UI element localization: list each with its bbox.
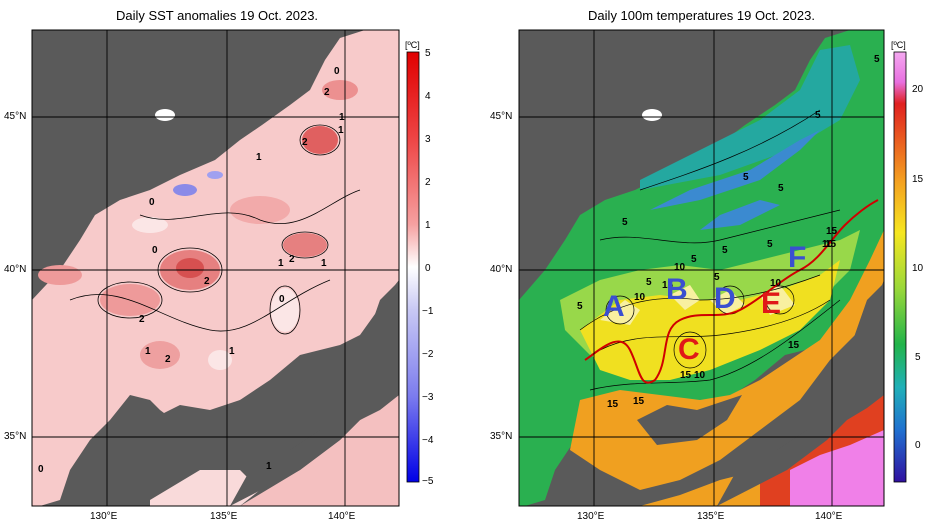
right-lon-label: 130°E <box>577 511 605 522</box>
contour-label: 0 <box>279 294 285 305</box>
contour-lines-right <box>579 109 841 391</box>
right-panel-title: Daily 100m temperatures 19 Oct. 2023. <box>588 8 815 23</box>
contour-label: 2 <box>289 254 295 265</box>
left-lat-label: 40°N <box>4 264 27 275</box>
left-colorbar-tick: −5 <box>422 476 434 487</box>
contour-label: 1 <box>278 258 284 269</box>
left-colorbar-tick: 1 <box>425 220 431 231</box>
contour-label: 5 <box>778 183 784 194</box>
right-colorbar-tick: 5 <box>915 352 921 363</box>
contour-label: 10 <box>822 239 834 250</box>
contour-label: 0 <box>38 464 44 475</box>
region-label-e: E <box>761 287 782 320</box>
contour-label: 2 <box>139 314 145 325</box>
contour-label: 0 <box>152 245 158 256</box>
left-colorbar-tick: 2 <box>425 177 431 188</box>
contour-label: 1 <box>321 258 327 269</box>
right-colorbar-tick: 20 <box>912 84 924 95</box>
left-colorbar-tick: −2 <box>422 349 434 360</box>
contour-label: 15 <box>633 396 645 407</box>
contour-label: 2 <box>204 276 210 287</box>
contour-label: 15 <box>680 370 692 381</box>
contour-label: 2 <box>165 354 171 365</box>
left-lat-label: 35°N <box>4 431 27 442</box>
left-colorbar <box>406 51 420 483</box>
front-line <box>584 199 879 384</box>
left-colorbar-unit: [ºC] <box>405 40 420 50</box>
right-lon-label: 140°E <box>815 511 843 522</box>
left-colorbar-tick: 0 <box>425 263 431 274</box>
contour-label: 0 <box>149 197 155 208</box>
contour-lines <box>69 124 361 335</box>
contour-label: 15 <box>825 239 837 250</box>
contour-label: 1 <box>229 346 235 357</box>
contour-label: 0 <box>334 66 340 77</box>
contour-label: 10 <box>674 262 686 273</box>
contour-label: 15 <box>826 226 838 237</box>
left-frame <box>31 29 400 507</box>
region-label-f: F <box>788 241 807 274</box>
contour-label: 5 <box>714 272 720 283</box>
left-colorbar-tick: 4 <box>425 91 431 102</box>
contour-label: 10 <box>634 292 646 303</box>
region-label-a: A <box>603 290 625 323</box>
contour-label: 15 <box>662 280 674 291</box>
right-colorbar-tick: 10 <box>912 263 924 274</box>
contour-label: 15 <box>607 399 619 410</box>
left-colorbar-tick: 5 <box>425 48 431 59</box>
contour-label: 1 <box>266 461 272 472</box>
contour-label: 5 <box>743 172 749 183</box>
contour-label: 5 <box>622 217 628 228</box>
contour-label: 2 <box>302 137 308 148</box>
left-colorbar-tick: −3 <box>422 392 434 403</box>
right-lon-label: 135°E <box>697 511 725 522</box>
right-colorbar-unit: [ºC] <box>891 40 906 50</box>
contour-label: 5 <box>691 254 697 265</box>
region-label-c: C <box>678 333 700 366</box>
contour-label: 5 <box>815 110 821 121</box>
left-colorbar-tick: −4 <box>422 435 434 446</box>
contour-label: 1 <box>256 152 262 163</box>
japan-land <box>230 280 399 506</box>
contour-label: 5 <box>722 245 728 256</box>
right-frame <box>518 29 885 507</box>
right-colorbar <box>893 51 907 483</box>
right-lat-label: 40°N <box>490 264 513 275</box>
temperature-100m-map <box>519 30 884 506</box>
right-colorbar-tick: 15 <box>912 174 924 185</box>
contour-label: 2 <box>324 87 330 98</box>
left-panel-title: Daily SST anomalies 19 Oct. 2023. <box>115 8 319 23</box>
right-lat-label: 35°N <box>490 431 513 442</box>
left-lon-label: 130°E <box>90 511 118 522</box>
contour-label: 5 <box>874 54 880 65</box>
contour-label: 10 <box>694 370 706 381</box>
right-grid <box>519 30 884 506</box>
contour-label: 5 <box>646 277 652 288</box>
left-lat-label: 45°N <box>4 111 27 122</box>
contour-label: 10 <box>770 278 782 289</box>
sst-anomaly-map <box>32 30 399 506</box>
contour-label: 5 <box>767 239 773 250</box>
left-lon-label: 135°E <box>210 511 238 522</box>
contour-label: 1 <box>145 346 151 357</box>
contour-label: 5 <box>577 301 583 312</box>
right-colorbar-tick: 0 <box>915 440 921 451</box>
left-colorbar-tick: −1 <box>422 306 434 317</box>
left-colorbar-tick: 3 <box>425 134 431 145</box>
left-lon-label: 140°E <box>328 511 356 522</box>
region-label-d: D <box>714 282 736 315</box>
region-label-b: B <box>666 273 688 306</box>
contour-label: 1 <box>339 112 345 123</box>
contour-label: 1 <box>338 125 344 136</box>
pacific-water <box>240 395 399 506</box>
left-grid <box>32 30 399 506</box>
contour-label: 15 <box>788 340 800 351</box>
right-lat-label: 45°N <box>490 111 513 122</box>
